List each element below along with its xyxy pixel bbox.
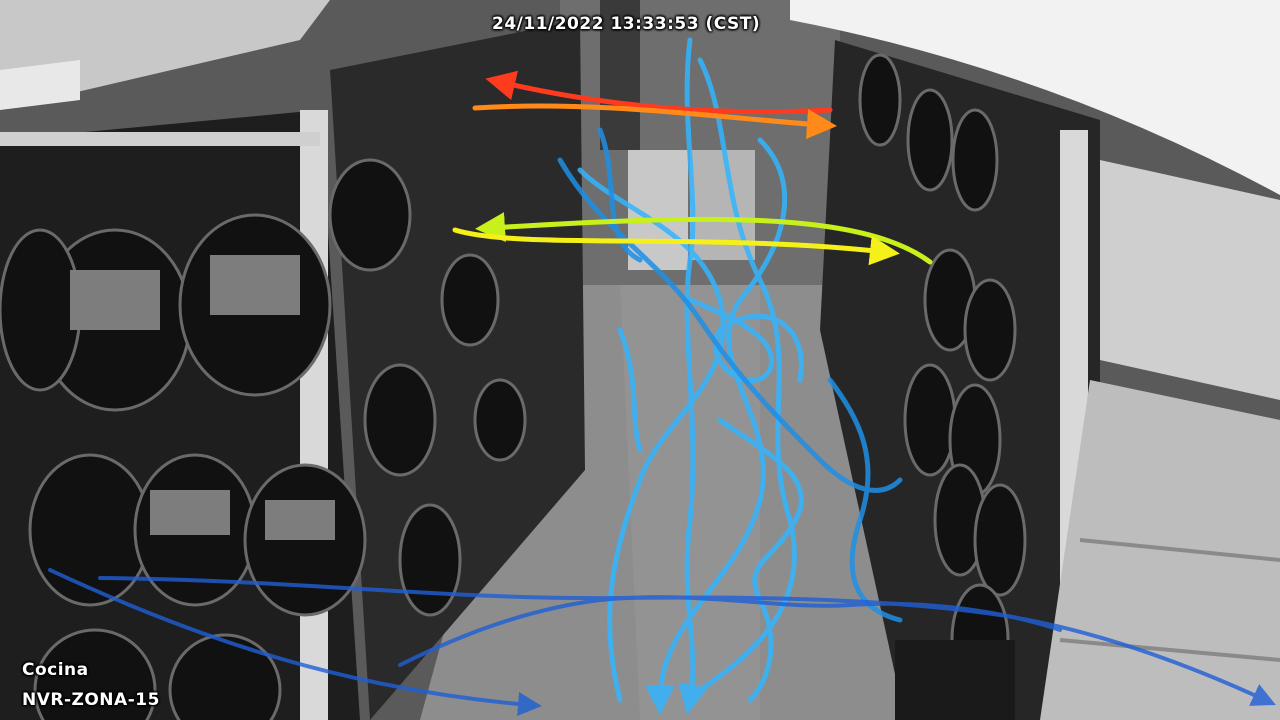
ceiling-glare — [790, 0, 1280, 195]
timestamp-overlay: 24/11/2022 13:33:53 (CST) — [492, 14, 761, 34]
track-upper-right — [472, 103, 837, 139]
track-lower-right — [452, 227, 900, 266]
right-pans — [858, 53, 1027, 697]
track-upper-left — [485, 70, 833, 115]
aisle-trails-light — [577, 37, 804, 715]
camera-id-label: NVR-ZONA-15 — [22, 690, 160, 710]
right-pegboard — [820, 40, 1100, 720]
right-towel-display — [1100, 160, 1280, 400]
zone-name-label: Cocina — [22, 660, 89, 680]
floor-trails-dark — [48, 568, 1276, 716]
